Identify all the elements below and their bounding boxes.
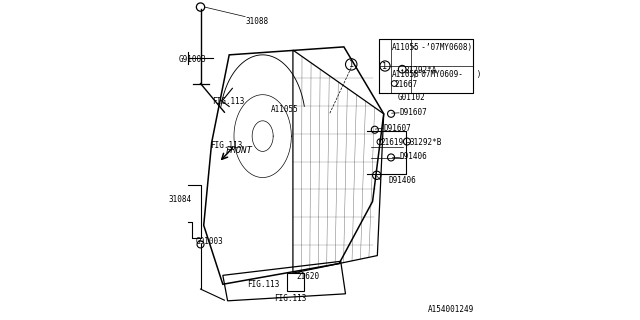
Text: (’07MY0609-   ): (’07MY0609- ) xyxy=(412,70,481,79)
Text: 21620: 21620 xyxy=(296,272,319,281)
Text: 21667: 21667 xyxy=(395,80,418,89)
Text: G01102: G01102 xyxy=(398,93,426,102)
Text: 31292*A: 31292*A xyxy=(404,66,437,75)
Text: A11058: A11058 xyxy=(392,70,420,79)
Text: G91003: G91003 xyxy=(196,237,223,246)
Text: FIG.113: FIG.113 xyxy=(274,294,306,303)
Text: 21619: 21619 xyxy=(381,138,404,147)
Text: FIG.113: FIG.113 xyxy=(246,280,279,289)
Text: FIG.113: FIG.113 xyxy=(212,97,244,106)
Text: G91003: G91003 xyxy=(178,55,206,64)
Text: 31084: 31084 xyxy=(169,195,192,204)
Text: FIG.113: FIG.113 xyxy=(210,141,243,150)
Text: 31088: 31088 xyxy=(245,17,268,26)
Bar xyxy=(287,273,304,291)
Text: 1: 1 xyxy=(383,61,387,70)
Text: D91607: D91607 xyxy=(384,124,412,132)
Text: D91406: D91406 xyxy=(399,152,428,161)
Text: A11055: A11055 xyxy=(271,105,298,114)
Text: 1: 1 xyxy=(349,60,354,69)
Text: A154001249: A154001249 xyxy=(428,305,474,314)
Text: D91406: D91406 xyxy=(388,176,416,185)
Text: FRONT: FRONT xyxy=(226,146,253,155)
Text: A11055: A11055 xyxy=(392,43,420,52)
Text: D91607: D91607 xyxy=(399,108,428,117)
Text: 31292*B: 31292*B xyxy=(409,138,442,147)
Text: < -’07MY0608): < -’07MY0608) xyxy=(412,43,472,52)
